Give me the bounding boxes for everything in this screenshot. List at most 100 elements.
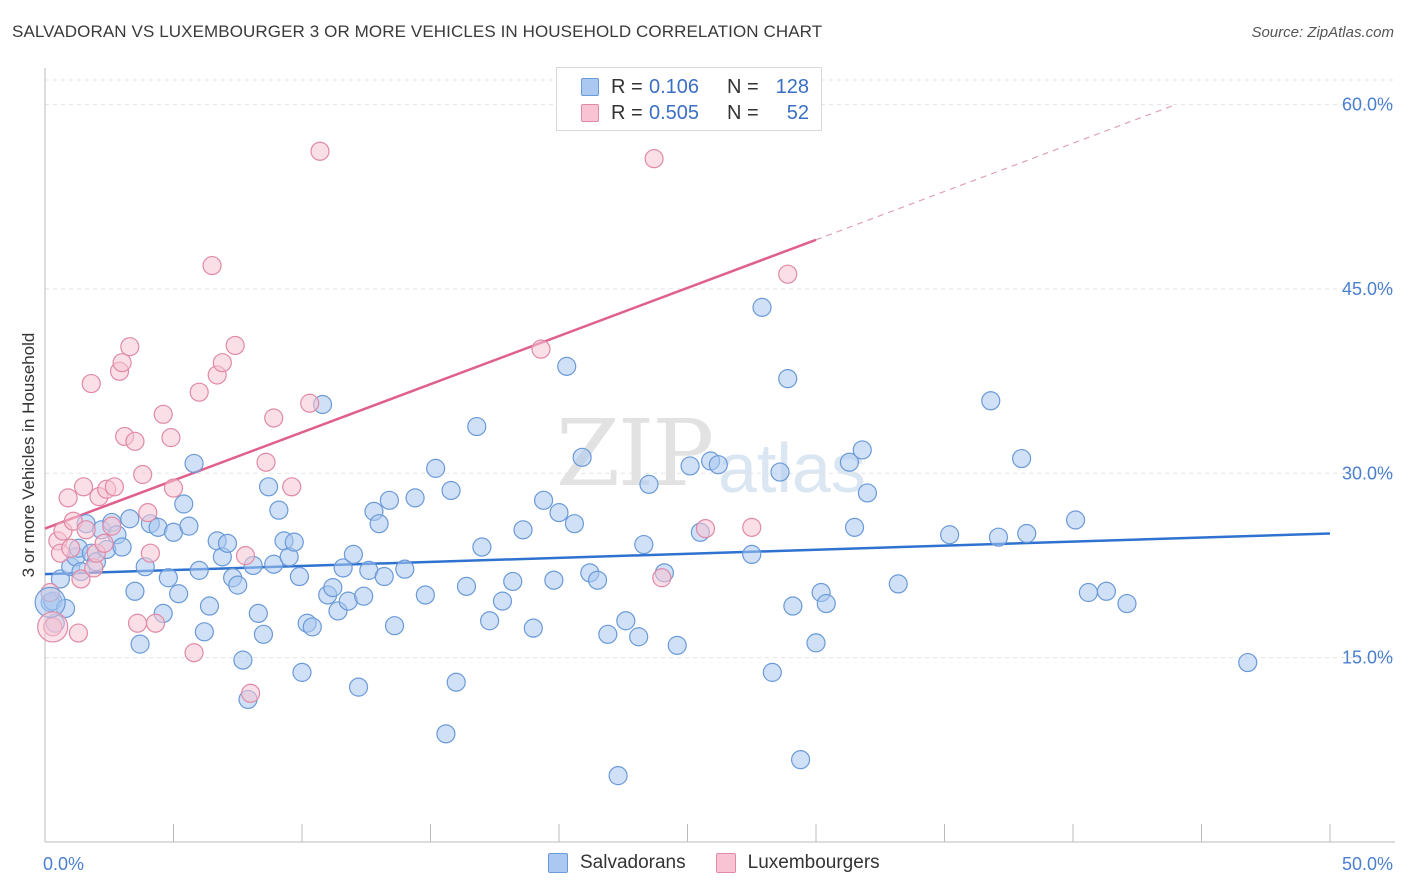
data-point (158, 568, 178, 588)
chart-title: SALVADORAN VS LUXEMBOURGER 3 OR MORE VEH… (12, 22, 823, 41)
data-point (472, 537, 492, 557)
y-tick-label: 60.0% (1342, 95, 1393, 115)
data-point (169, 584, 189, 604)
data-point (1065, 510, 1086, 530)
data-point (228, 575, 248, 595)
series-legend-salvadorans[interactable]: Salvadorans (548, 852, 686, 874)
data-point (189, 382, 209, 402)
data-point (61, 538, 81, 558)
data-point (76, 520, 96, 540)
data-point (1011, 448, 1032, 469)
data-point (379, 490, 399, 510)
data-point (102, 516, 122, 536)
data-point (1017, 523, 1037, 544)
data-point (241, 683, 261, 703)
data-point (300, 393, 320, 413)
legend-r-label: R = (611, 101, 643, 124)
data-point (153, 404, 173, 424)
data-point (120, 509, 140, 529)
data-point (302, 617, 322, 637)
data-point (549, 503, 569, 523)
data-point (125, 431, 145, 451)
watermark-atlas: atlas (718, 429, 866, 507)
data-point (405, 488, 425, 508)
y-tick-label: 15.0% (1342, 648, 1393, 668)
data-point (1078, 582, 1099, 603)
data-point (184, 453, 204, 474)
data-point (112, 353, 132, 373)
data-point (104, 477, 124, 497)
y-axis-title: 3 or more Vehicles in Household (19, 333, 38, 578)
legend-swatch-pink (581, 104, 599, 122)
data-point (634, 534, 654, 555)
data-point (310, 141, 330, 161)
data-point (888, 574, 908, 594)
source-label: Source: ZipAtlas.com (1251, 24, 1394, 41)
data-point (608, 766, 628, 786)
series-legend-luxembourgers[interactable]: Luxembourgers (715, 852, 880, 874)
series-swatch-blue (548, 853, 568, 873)
data-point (480, 611, 500, 631)
data-point (806, 633, 826, 653)
data-point (852, 440, 872, 460)
data-point (523, 618, 543, 638)
series-legend: Salvadorans Luxembourgers (548, 852, 910, 874)
y-tick-label: 30.0% (1342, 463, 1393, 483)
data-point (742, 544, 762, 565)
legend-n-value: 128 (775, 75, 809, 98)
data-point (323, 577, 343, 598)
data-point (680, 456, 700, 476)
data-point (130, 634, 150, 654)
data-point (73, 477, 94, 497)
legend-n-label: N = (727, 75, 759, 98)
data-point (289, 566, 310, 587)
data-point (644, 149, 664, 169)
trend-line-luxembourgers (44, 238, 817, 530)
data-point (140, 543, 160, 563)
data-point (587, 570, 608, 590)
data-point (742, 517, 762, 537)
data-point (1096, 581, 1117, 601)
data-point (513, 520, 533, 540)
data-point (235, 546, 256, 566)
x-tick-label: 0.0% (43, 854, 84, 874)
data-point (436, 724, 456, 744)
data-point (369, 514, 389, 534)
data-point (58, 488, 78, 508)
axis-labels: 15.0% 30.0% 45.0% 60.0% 0.0% 50.0% 3 or more V… (19, 95, 1393, 874)
data-point (248, 603, 268, 624)
data-point (120, 337, 140, 357)
data-point (770, 462, 790, 482)
data-point (112, 537, 132, 557)
data-point (174, 494, 194, 514)
series-label: Salvadorans (580, 852, 686, 873)
data-point (343, 544, 363, 565)
data-point (857, 483, 878, 503)
data-point (374, 566, 394, 587)
y-tick-label: 45.0% (1342, 279, 1393, 299)
data-point (695, 518, 716, 539)
data-point (395, 559, 415, 579)
correlation-legend: R = 0.106 N = 128 R = 0.505 N = 52 (556, 67, 822, 131)
data-point (125, 581, 145, 601)
data-point (441, 480, 461, 501)
data-point (50, 569, 71, 589)
data-point (531, 339, 551, 359)
data-point (816, 593, 836, 614)
data-point (564, 514, 585, 534)
data-point (629, 627, 649, 647)
x-tick-label: 50.0% (1342, 854, 1393, 874)
data-point (258, 477, 279, 497)
data-point (199, 596, 220, 616)
data-point (572, 447, 592, 467)
data-point (639, 474, 659, 494)
data-point (256, 452, 276, 472)
data-point (1117, 593, 1137, 614)
data-point (616, 611, 636, 631)
data-point (467, 416, 487, 437)
data-point (940, 525, 960, 545)
data-point (1238, 652, 1258, 673)
data-point (264, 408, 284, 428)
data-point (282, 477, 302, 497)
data-point (598, 624, 618, 644)
